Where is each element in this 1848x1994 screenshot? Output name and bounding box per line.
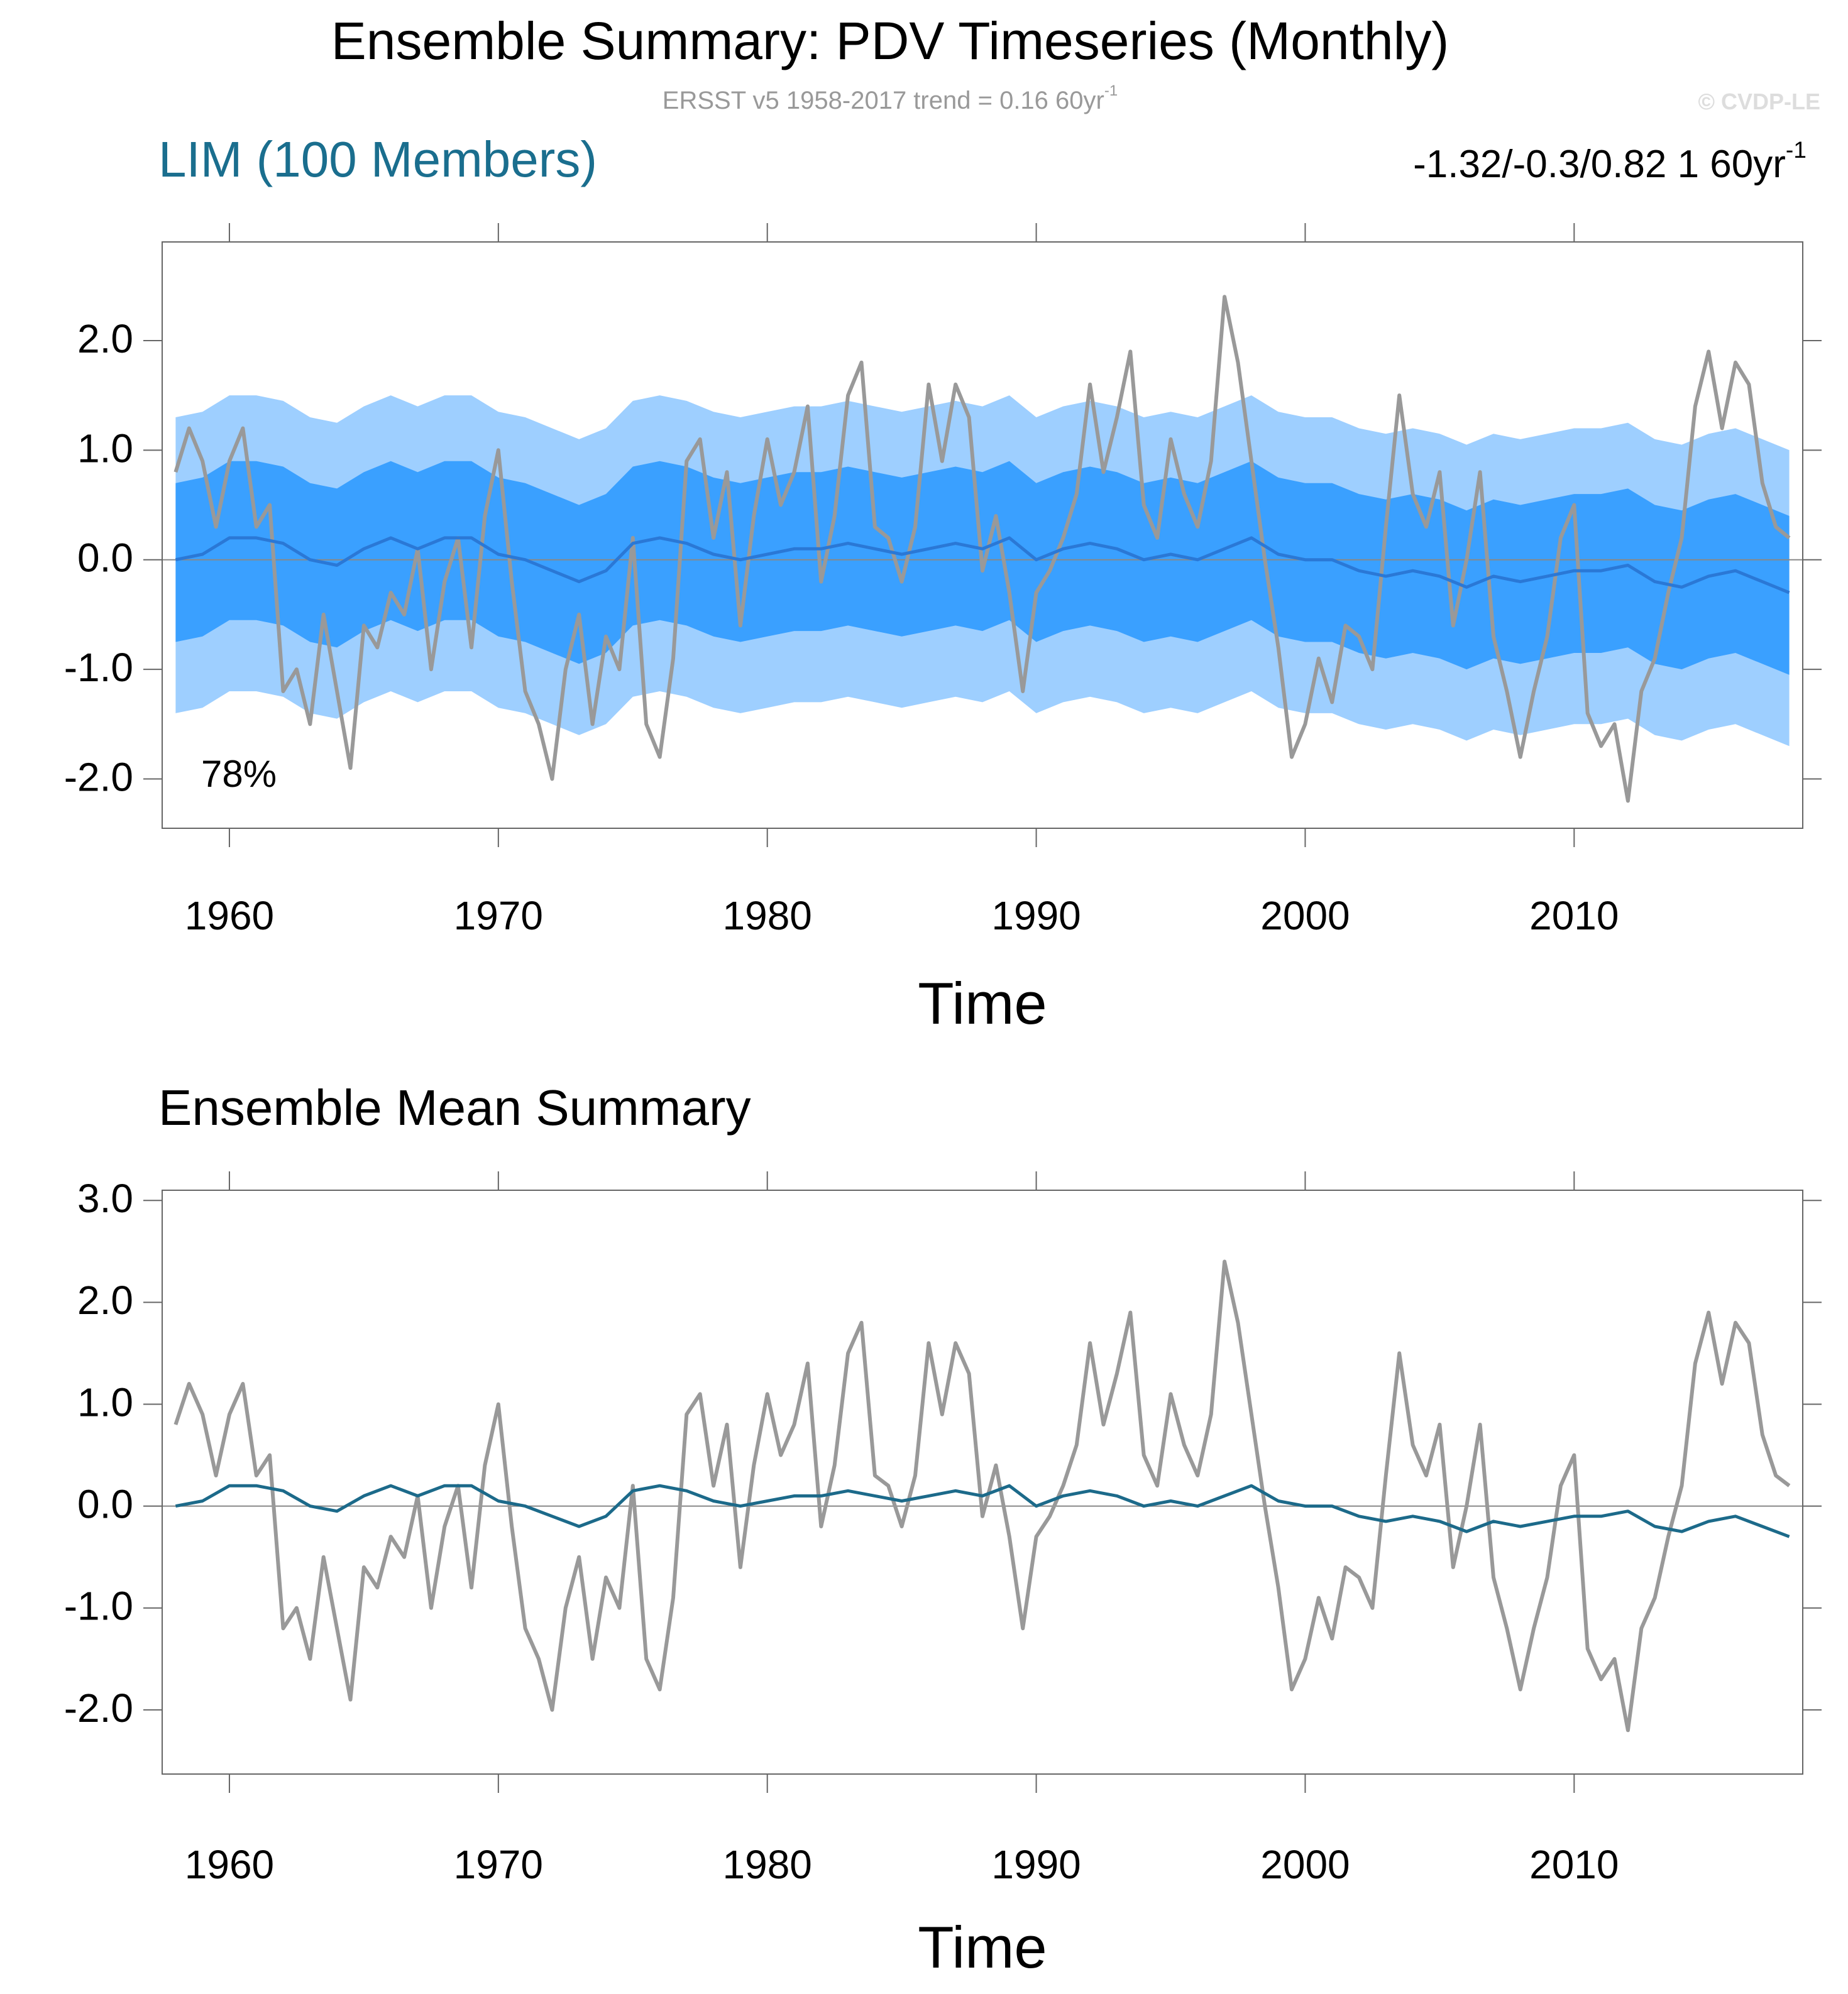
- observed-line: [173, 1259, 1791, 1733]
- x-tick-label: 1980: [723, 893, 812, 938]
- y-tick-label: -2.0: [64, 754, 133, 799]
- credit: © CVDP-LE: [1698, 89, 1820, 114]
- superscript: -1: [1104, 82, 1118, 99]
- x-tick-label: 1970: [454, 893, 543, 938]
- x-tick-label: 2010: [1529, 1842, 1619, 1887]
- x-tick-label: 2010: [1529, 893, 1619, 938]
- superscript: -1: [1786, 136, 1807, 163]
- annotation: 78%: [201, 753, 277, 795]
- left-title: LIM (100 Members): [158, 131, 597, 187]
- y-tick-label: 1.0: [77, 425, 133, 471]
- y-tick-label: 0.0: [77, 1482, 133, 1527]
- x-tick-label: 2000: [1260, 1842, 1350, 1887]
- y-tick-label: 2.0: [77, 1278, 133, 1323]
- title-text: Ensemble Summary: PDV Timeseries (Monthl…: [331, 11, 1449, 70]
- plot-frame: [162, 241, 1803, 829]
- x-tick-label: 1970: [454, 1842, 543, 1887]
- x-tick-label: 1990: [991, 893, 1081, 938]
- subtitle: ERSST v5 1958-2017 trend = 0.16 60yr-1: [663, 82, 1118, 114]
- y-tick-label: 3.0: [77, 1176, 133, 1221]
- x-tick-label: 1960: [185, 1842, 274, 1887]
- title: Ensemble Summary: PDV Timeseries (Monthl…: [331, 11, 1449, 70]
- right-title: -1.32/-0.3/0.82 1 60yr-1: [1413, 136, 1807, 186]
- right-title-text: -1.32/-0.3/0.82 1 60yr: [1413, 143, 1786, 186]
- y-tick-label: 2.0: [77, 316, 133, 361]
- plot-frame: [162, 1190, 1803, 1775]
- x-tick-label: 2000: [1260, 893, 1350, 938]
- y-tick-label: 1.0: [77, 1379, 133, 1425]
- x-tick-label: 1990: [991, 1842, 1081, 1887]
- x-axis-label: Time: [918, 970, 1047, 1036]
- credit-text: © CVDP-LE: [1698, 89, 1820, 114]
- x-tick-label: 1960: [185, 893, 274, 938]
- x-tick-label: 1980: [723, 1842, 812, 1887]
- subtitle-text: ERSST v5 1958-2017 trend = 0.16 60yr: [663, 87, 1104, 114]
- observed-line: [173, 295, 1791, 803]
- x-axis-label: Time: [918, 1914, 1047, 1980]
- ensemble-mean-line: [175, 536, 1790, 594]
- ensemble-mean-line: [175, 1484, 1790, 1538]
- y-tick-label: -1.0: [64, 645, 133, 690]
- y-tick-label: 0.0: [77, 535, 133, 581]
- y-tick-label: -1.0: [64, 1584, 133, 1629]
- left-title: Ensemble Mean Summary: [158, 1080, 751, 1136]
- y-tick-label: -2.0: [64, 1685, 133, 1731]
